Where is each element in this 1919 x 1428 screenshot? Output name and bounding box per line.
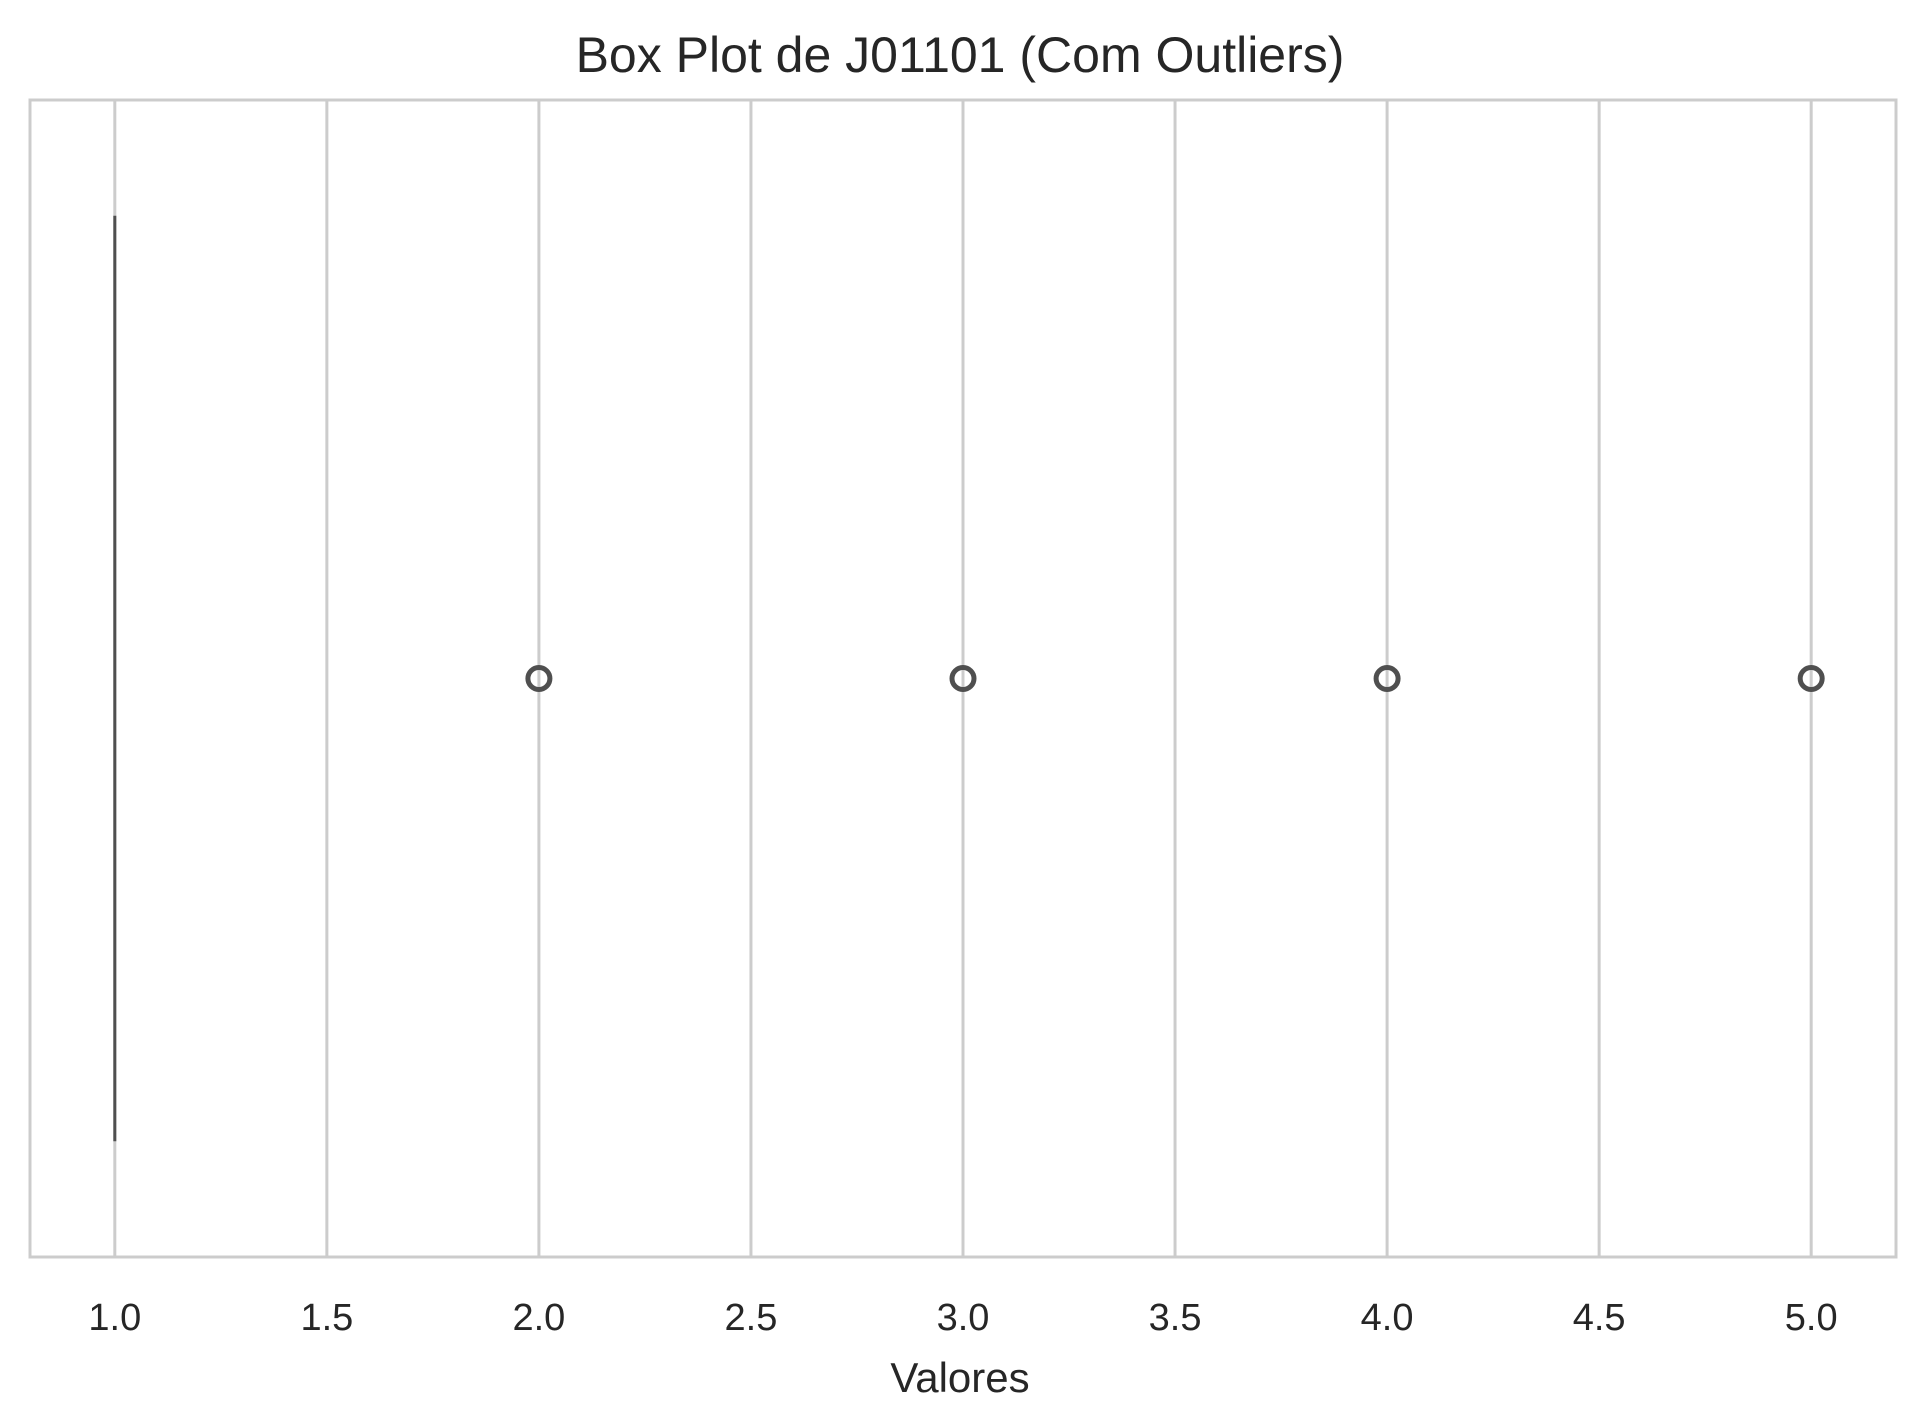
x-tick-label: 4.5	[1573, 1297, 1626, 1339]
x-tick-label: 3.0	[937, 1297, 990, 1339]
x-tick-label: 1.5	[300, 1297, 353, 1339]
x-tick-label: 4.0	[1361, 1297, 1414, 1339]
x-tick-label: 2.0	[512, 1297, 565, 1339]
x-tick-label: 5.0	[1785, 1297, 1838, 1339]
x-tick-label: 3.5	[1149, 1297, 1202, 1339]
outlier-point	[1797, 665, 1825, 692]
chart-title: Box Plot de J01101 (Com Outliers)	[576, 27, 1345, 83]
x-tick-label: 2.5	[725, 1297, 778, 1339]
x-tick-label: 1.0	[88, 1297, 141, 1339]
plot-frame	[28, 98, 1898, 1259]
outlier-point	[525, 665, 553, 692]
x-axis-label: Valores	[890, 1354, 1029, 1401]
grid-lines	[113, 100, 1813, 1257]
outlier-group	[525, 665, 1825, 692]
outlier-point	[1373, 665, 1401, 692]
x-axis-ticks: 1.0 1.5 2.0 2.5 3.0 3.5 4.0 4.5 5.0	[88, 1297, 1837, 1339]
outlier-point	[949, 665, 977, 692]
